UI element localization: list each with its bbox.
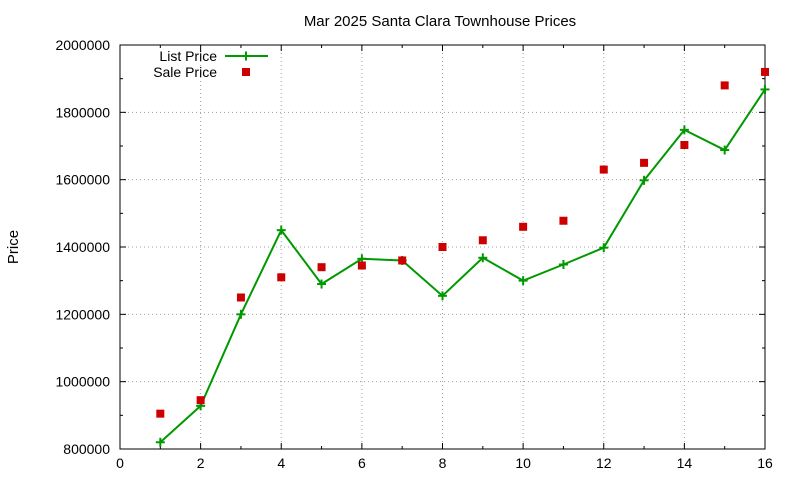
- point: [640, 158, 649, 167]
- point: [519, 222, 528, 231]
- point: [599, 243, 609, 253]
- point: [155, 437, 165, 447]
- x-tick-label: 8: [439, 455, 447, 471]
- point: [680, 140, 689, 149]
- series-line: [159, 88, 766, 444]
- point: [156, 409, 165, 418]
- legend-label: List Price: [159, 48, 217, 64]
- point: [559, 216, 568, 225]
- point: [478, 253, 488, 263]
- point: [478, 236, 487, 245]
- point: [196, 396, 205, 405]
- point: [438, 243, 447, 251]
- point: [679, 125, 689, 135]
- y-tick-label: 1600000: [55, 172, 110, 188]
- x-tick-label: 2: [197, 455, 205, 471]
- chart-title: Mar 2025 Santa Clara Townhouse Prices: [304, 13, 576, 30]
- x-tick-label: 4: [277, 455, 285, 471]
- point: [760, 84, 770, 94]
- point: [720, 145, 730, 155]
- point: [438, 291, 447, 301]
- series-list-price: [155, 84, 770, 447]
- y-tick-label: 1200000: [55, 306, 110, 322]
- point: [720, 81, 729, 90]
- point: [242, 68, 250, 76]
- point: [558, 260, 568, 270]
- y-tick-label: 1000000: [55, 374, 110, 390]
- axis-ticks: 0 2 4 6 8 10 12 14 16 800000 1000000 1200000 1400000…: [55, 37, 773, 471]
- y-tick-label: 800000: [63, 441, 110, 457]
- point: [236, 309, 246, 319]
- y-tick-label: 1800000: [55, 104, 110, 120]
- x-tick-label: 0: [116, 455, 124, 471]
- point: [236, 293, 245, 302]
- x-tick-label: 12: [596, 455, 612, 471]
- grid: [120, 45, 765, 449]
- point: [357, 261, 366, 270]
- y-axis-label: Price: [5, 230, 22, 264]
- point: [398, 256, 407, 265]
- point: [276, 225, 286, 235]
- point: [241, 51, 251, 61]
- point: [518, 276, 528, 286]
- x-tick-label: 14: [677, 455, 693, 471]
- y-tick-label: 1400000: [55, 239, 110, 255]
- x-tick-label: 6: [358, 455, 366, 471]
- x-tick-label: 16: [757, 455, 773, 471]
- point: [317, 263, 326, 272]
- series: [155, 67, 770, 447]
- point: [639, 175, 649, 185]
- point: [761, 67, 769, 76]
- point: [317, 279, 327, 289]
- series-sale-price: [156, 67, 769, 418]
- point: [277, 273, 286, 282]
- x-tick-label: 10: [515, 455, 531, 471]
- point: [599, 165, 608, 174]
- y-tick-label: 2000000: [55, 37, 110, 53]
- legend-label: Sale Price: [153, 64, 217, 80]
